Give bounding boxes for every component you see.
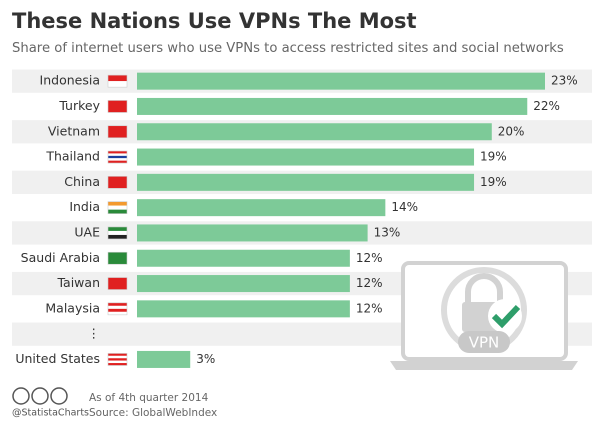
category-label: Turkey <box>58 98 100 113</box>
flag-stripe <box>108 151 127 154</box>
flag-stripe <box>108 302 127 306</box>
value-label: 19% <box>480 175 507 189</box>
value-label: 14% <box>391 200 418 214</box>
flag-stripe <box>108 160 127 164</box>
bar <box>137 350 191 368</box>
flag-stripe <box>108 234 127 239</box>
vpn-icon: VPN <box>390 261 578 370</box>
flag-border <box>107 251 128 265</box>
flag-border <box>107 277 128 290</box>
bar <box>137 148 475 166</box>
credit: @StatistaCharts <box>12 408 89 419</box>
flag-border <box>107 353 128 366</box>
flag-stripe <box>108 153 127 156</box>
flag-border <box>107 125 128 139</box>
laptop-base <box>390 361 578 370</box>
category-label: Malaysia <box>45 300 100 315</box>
flag-stripe <box>108 363 127 366</box>
flag-stripe <box>108 209 127 214</box>
category-label: UAE <box>74 224 100 239</box>
chart-title: These Nations Use VPNs The Most <box>12 9 417 33</box>
flag-border <box>107 201 128 214</box>
flag-stripe <box>108 252 127 265</box>
flag-stripe <box>108 311 127 315</box>
cc-icon <box>12 387 30 405</box>
flag-stripe <box>108 308 127 312</box>
flag-stripe <box>108 277 127 290</box>
value-label: 3% <box>196 352 215 366</box>
category-label: Indonesia <box>40 73 100 88</box>
flag-stripe <box>108 201 127 206</box>
category-label: Vietnam <box>48 123 100 138</box>
bar <box>137 224 368 242</box>
footer: @StatistaCharts As of 4th quarter 2014 S… <box>12 387 217 419</box>
flag-stripe <box>108 305 127 309</box>
value-label: 19% <box>480 150 507 164</box>
flag-stripe <box>108 125 127 138</box>
flag-border <box>107 226 128 240</box>
value-label: 23% <box>551 74 578 88</box>
flag-stripe <box>108 360 127 364</box>
category-label: ⋮ <box>88 326 101 341</box>
bar <box>137 72 545 90</box>
by-icon <box>31 387 49 405</box>
chart-subtitle: Share of internet users who use VPNs to … <box>12 41 564 56</box>
category-label: Thailand <box>45 149 100 164</box>
value-label: 20% <box>498 124 525 138</box>
bar <box>137 123 492 141</box>
category-label: China <box>64 174 100 189</box>
category-label: India <box>69 199 100 214</box>
bar <box>137 300 350 318</box>
flag-border <box>107 100 128 113</box>
flag-stripe <box>108 358 127 361</box>
flag-stripe <box>108 205 127 210</box>
flag-stripe <box>108 353 127 356</box>
value-label: 22% <box>533 99 560 113</box>
flag-stripe <box>108 155 127 159</box>
category-label: Taiwan <box>56 275 100 290</box>
flag-border <box>107 150 128 164</box>
lock-shackle <box>465 273 503 303</box>
vpn-label: VPN <box>469 334 500 352</box>
check-mark <box>491 304 521 329</box>
flag-border <box>107 176 128 189</box>
source: Source: GlobalWebIndex <box>89 407 217 419</box>
flag-stripe <box>108 355 127 359</box>
flag-stripe <box>108 158 127 161</box>
flag-stripe <box>108 226 127 231</box>
bar <box>137 97 528 115</box>
flag-border <box>107 302 128 316</box>
bar <box>137 173 475 191</box>
flag-stripe <box>108 81 127 88</box>
bar <box>137 249 350 267</box>
vpn-badge <box>458 331 510 353</box>
bar <box>137 199 386 217</box>
category-label: Saudi Arabia <box>21 250 100 265</box>
value-label: 12% <box>356 251 383 265</box>
value-label: 13% <box>374 225 401 239</box>
note: As of 4th quarter 2014 <box>89 392 209 404</box>
category-label: United States <box>15 351 100 366</box>
flag-stripe <box>108 176 127 189</box>
value-label: 12% <box>356 276 383 290</box>
bar <box>137 275 350 293</box>
value-label: 12% <box>356 301 383 315</box>
flag-stripe <box>108 100 127 113</box>
flag-stripe <box>108 230 127 235</box>
flag-border <box>107 74 128 88</box>
nd-icon <box>50 387 68 405</box>
check-bg <box>488 299 522 333</box>
flag-stripe <box>108 75 127 82</box>
